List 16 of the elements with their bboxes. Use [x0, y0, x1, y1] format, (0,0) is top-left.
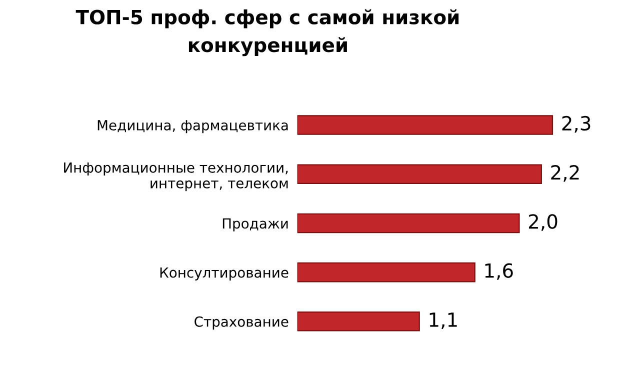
chart-title: ТОП-5 проф. сфер с самой низкой конкуренцией: [76, 9, 459, 56]
data-label: 2,3: [562, 116, 590, 133]
y-tick-label: Консултирование: [160, 267, 288, 280]
bar: [297, 262, 476, 282]
bar: [297, 312, 420, 332]
y-tick-label: Информационные технологии, интернет, телеком: [64, 162, 288, 192]
y-tick-label: Продажи: [222, 218, 288, 232]
bar: [297, 115, 554, 135]
data-label: 2,0: [528, 214, 558, 231]
data-label: 2,2: [551, 165, 579, 182]
y-tick-label: Медицина, фармацевтика: [98, 120, 288, 134]
bar: [297, 213, 520, 234]
data-label: 1,6: [485, 263, 513, 280]
data-label: 1,1: [430, 312, 457, 330]
y-tick-label: Страхование: [194, 316, 288, 330]
bar: [297, 164, 542, 184]
